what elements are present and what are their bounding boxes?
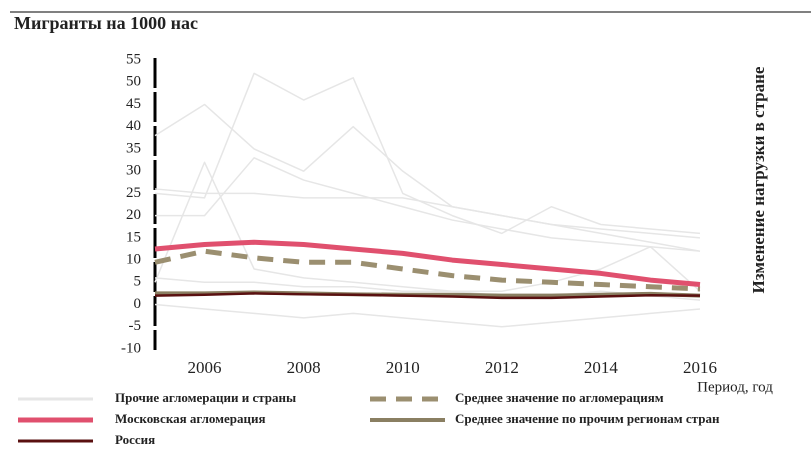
- series-line: [155, 157, 701, 252]
- series-line: [154, 161, 701, 301]
- chart-title: Мигранты на 1000 нас: [14, 13, 198, 33]
- series-line: [154, 303, 701, 328]
- y-tick-label: 25: [126, 185, 141, 201]
- y-tick-label: 0: [134, 296, 142, 312]
- legend-label: Московская агломерация: [115, 411, 266, 426]
- y-tick-label: 35: [126, 140, 141, 156]
- legend-label: Прочие агломерации и страны: [115, 390, 296, 405]
- x-tick-label: 2008: [287, 358, 321, 377]
- series-line: [154, 239, 701, 288]
- y-tick-label: 40: [126, 118, 141, 134]
- x-tick-label: 2006: [188, 358, 222, 377]
- y2-label: Изменение нагрузки в стране: [749, 66, 768, 293]
- series-line: [154, 245, 701, 292]
- x-tick-label: 2010: [386, 358, 420, 377]
- series-line: [154, 103, 701, 239]
- legend-label: Среднее значение по прочим регионам стра…: [455, 411, 720, 426]
- y-tick-label: 50: [126, 74, 141, 90]
- y-tick-label: 5: [134, 274, 142, 290]
- x-label: Период, год: [697, 379, 773, 395]
- legend-label: Россия: [115, 432, 155, 447]
- y-tick-label: 10: [126, 252, 141, 268]
- series-line: [154, 292, 701, 300]
- series-line: [154, 72, 701, 235]
- y-tick-label: 15: [126, 229, 141, 245]
- y-tick-label: 30: [126, 163, 141, 179]
- y-tick-label: 45: [126, 96, 141, 112]
- y-tick-label: 55: [126, 51, 141, 67]
- x-tick-label: 2016: [683, 358, 717, 377]
- y-tick-label: -5: [129, 318, 142, 334]
- series-line: [154, 188, 701, 252]
- x-tick-label: 2014: [584, 358, 619, 377]
- series-line: [154, 248, 701, 292]
- y-tick-label: -10: [121, 340, 141, 356]
- x-tick-label: 2012: [485, 358, 519, 377]
- y-tick-label: 20: [126, 207, 141, 223]
- legend-label: Среднее значение по агломерациям: [455, 390, 664, 405]
